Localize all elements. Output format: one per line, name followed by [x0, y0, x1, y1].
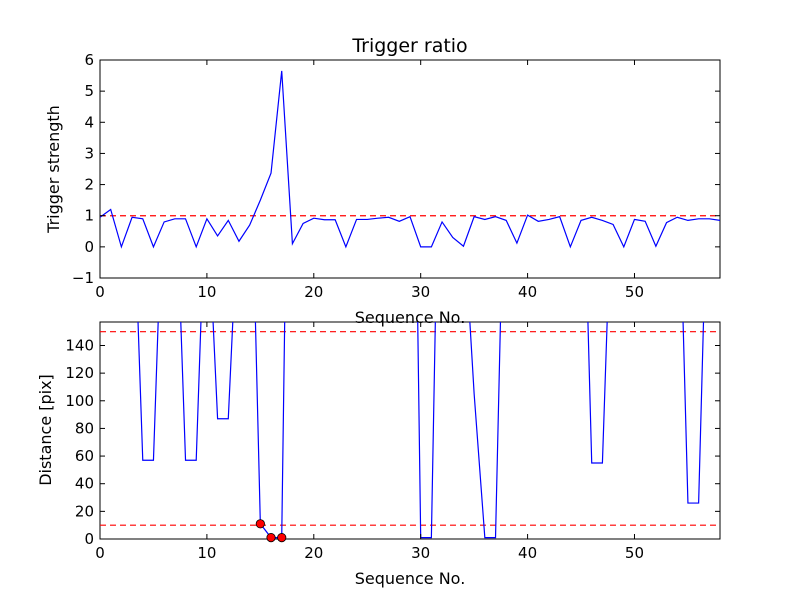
y-axis-label: Trigger strength [44, 105, 63, 234]
x-tick-label: 20 [304, 283, 323, 301]
y-tick-label: 80 [75, 419, 94, 437]
x-tick-label: 40 [518, 544, 537, 562]
x-tick-label: 50 [625, 544, 644, 562]
y-tick-label: 120 [65, 364, 94, 382]
x-tick-label: 30 [411, 544, 430, 562]
y-tick-label: 60 [75, 447, 94, 465]
series-line [137, 322, 705, 539]
y-tick-label: 140 [65, 336, 94, 354]
series-line [100, 70, 720, 249]
x-tick-label: 30 [411, 283, 430, 301]
y-tick-label: 0 [84, 530, 94, 548]
plot-frame [99, 321, 721, 540]
distance-panel: Distance [pix] Sequence No. 0 10 20 30 40 50 0… [36, 321, 721, 588]
data-point-marker [255, 519, 265, 529]
x-tick-label: 50 [625, 283, 644, 301]
x-tick-label: 10 [197, 283, 216, 301]
y-tick-label: 1 [84, 207, 94, 225]
y-tick-label: 5 [84, 82, 94, 100]
x-tick-label: 0 [95, 544, 105, 562]
chart-title: Trigger ratio [351, 35, 467, 57]
x-tick-label: 10 [197, 544, 216, 562]
data-point-marker [277, 533, 287, 543]
y-tick-label: 0 [84, 238, 94, 256]
data-point-marker [266, 533, 276, 543]
y-tick-label: 3 [84, 144, 94, 162]
x-tick-label: 0 [95, 283, 105, 301]
x-axis-label: Sequence No. [355, 569, 466, 588]
y-tick-label: 100 [65, 392, 94, 410]
plot-frame [99, 59, 721, 279]
y-tick-label: 2 [84, 176, 94, 194]
y-tick-label: 4 [84, 113, 94, 131]
y-axis-label: Distance [pix] [36, 374, 55, 486]
y-tick-label: 20 [75, 502, 94, 520]
x-tick-label: 40 [518, 283, 537, 301]
y-tick-label: 6 [84, 51, 94, 69]
x-tick-label: 20 [304, 544, 323, 562]
x-axis-label: Sequence No. [355, 308, 466, 327]
y-tick-label: 40 [75, 475, 94, 493]
y-tick-label: −1 [72, 269, 94, 287]
